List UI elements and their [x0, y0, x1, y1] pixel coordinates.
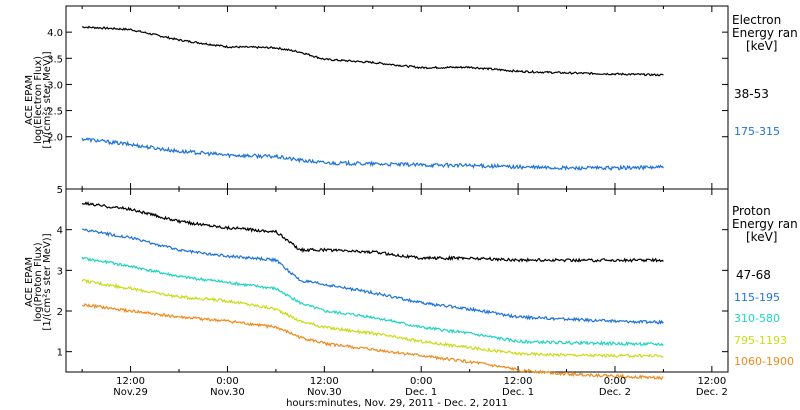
electron-ytick-label: 4.0 [47, 28, 63, 39]
proton-legend-item-2: 115-195 [734, 291, 780, 304]
proton-series-795-1193 [81, 278, 664, 359]
electron-ytick-label: 2.0 [47, 133, 63, 144]
proton-legend-title-3: [keV] [746, 230, 777, 244]
proton-ylabel-line2: log(Proton Flux) [33, 242, 44, 321]
electron-legend-item-2: 175-315 [734, 125, 780, 138]
proton-legend-item-1: 47-68 [736, 268, 771, 282]
electron-panel-frame [65, 5, 729, 190]
electron-ylabel: ACE EPAM log(Electron Flux) [1/(cm²s ste… [24, 51, 53, 148]
xtick-time-label: 0:00 [604, 376, 626, 387]
proton-ylabel-line1: ACE EPAM [24, 257, 35, 307]
proton-legend-item-5: 1060-1900 [734, 355, 794, 368]
electron-ytick-label: 2.5 [47, 107, 63, 118]
electron-ylabel-line3: [1/(cm²s ster MeV)] [42, 51, 53, 148]
electron-series-175-315 [81, 137, 664, 172]
proton-series-47-68 [81, 201, 664, 264]
x-axis-title: hours:minutes, Nov. 29, 2011 - Dec. 2, 2… [286, 398, 508, 409]
xtick-time-label: 12:00 [310, 376, 339, 387]
proton-series-group [81, 201, 664, 381]
xtick-time-label: 12:00 [697, 376, 726, 387]
xtick-time-label: 12:00 [116, 376, 145, 387]
proton-legend-item-3: 310-580 [734, 312, 780, 325]
proton-series-1060-1900 [81, 302, 664, 381]
proton-ytick-label: 2 [57, 307, 63, 318]
electron-legend-title-3: [keV] [746, 39, 777, 53]
proton-panel-frame [65, 188, 729, 373]
xtick-date-label: Dec. 2 [696, 387, 728, 398]
electron-legend-title-2: Energy ran [732, 26, 798, 40]
xtick-time-label: 0:00 [216, 376, 238, 387]
proton-legend-item-4: 795-1193 [734, 334, 787, 347]
electron-ytick-label: 3.5 [47, 54, 63, 65]
proton-ytick-label: 5 [57, 185, 63, 196]
electron-legend-title-1: Electron [732, 13, 781, 27]
proton-ytick-label: 3 [57, 266, 63, 277]
xtick-time-label: 0:00 [410, 376, 432, 387]
proton-ylabel-line3: [1/(cm²s ster MeV)] [42, 233, 53, 330]
electron-series-group [81, 25, 664, 172]
xtick-date-label: Dec. 1 [405, 387, 437, 398]
electron-ylabel-line1: ACE EPAM [24, 75, 35, 125]
xtick-date-label: Nov.30 [307, 387, 342, 398]
proton-legend-title-1: Proton [732, 204, 771, 218]
xtick-date-label: Nov.30 [210, 387, 245, 398]
x-tick-labels: 12:00Nov.290:00Nov.3012:00Nov.300:00Dec.… [113, 376, 728, 398]
proton-ylabel: ACE EPAM log(Proton Flux) [1/(cm²s ster … [24, 233, 53, 330]
xtick-date-label: Nov.29 [113, 387, 148, 398]
axis-ticks [66, 6, 728, 372]
electron-ytick-label: 3.0 [47, 80, 63, 91]
proton-ytick-label: 1 [57, 348, 63, 359]
proton-legend-title-2: Energy ran [732, 217, 798, 231]
xtick-date-label: Dec. 1 [502, 387, 534, 398]
electron-series-38-53 [82, 25, 664, 77]
xtick-date-label: Dec. 2 [599, 387, 631, 398]
proton-series-310-580 [81, 256, 664, 347]
electron-legend-item-1: 38-53 [734, 87, 769, 101]
proton-series-115-195 [82, 228, 664, 325]
electron-ylabel-line2: log(Electron Flux) [33, 56, 44, 144]
proton-ytick-label: 4 [57, 226, 63, 237]
y-tick-labels: 2.0 2.5 3.0 3.5 4.0 1 2 3 4 5 [47, 28, 63, 359]
xtick-time-label: 12:00 [504, 376, 533, 387]
